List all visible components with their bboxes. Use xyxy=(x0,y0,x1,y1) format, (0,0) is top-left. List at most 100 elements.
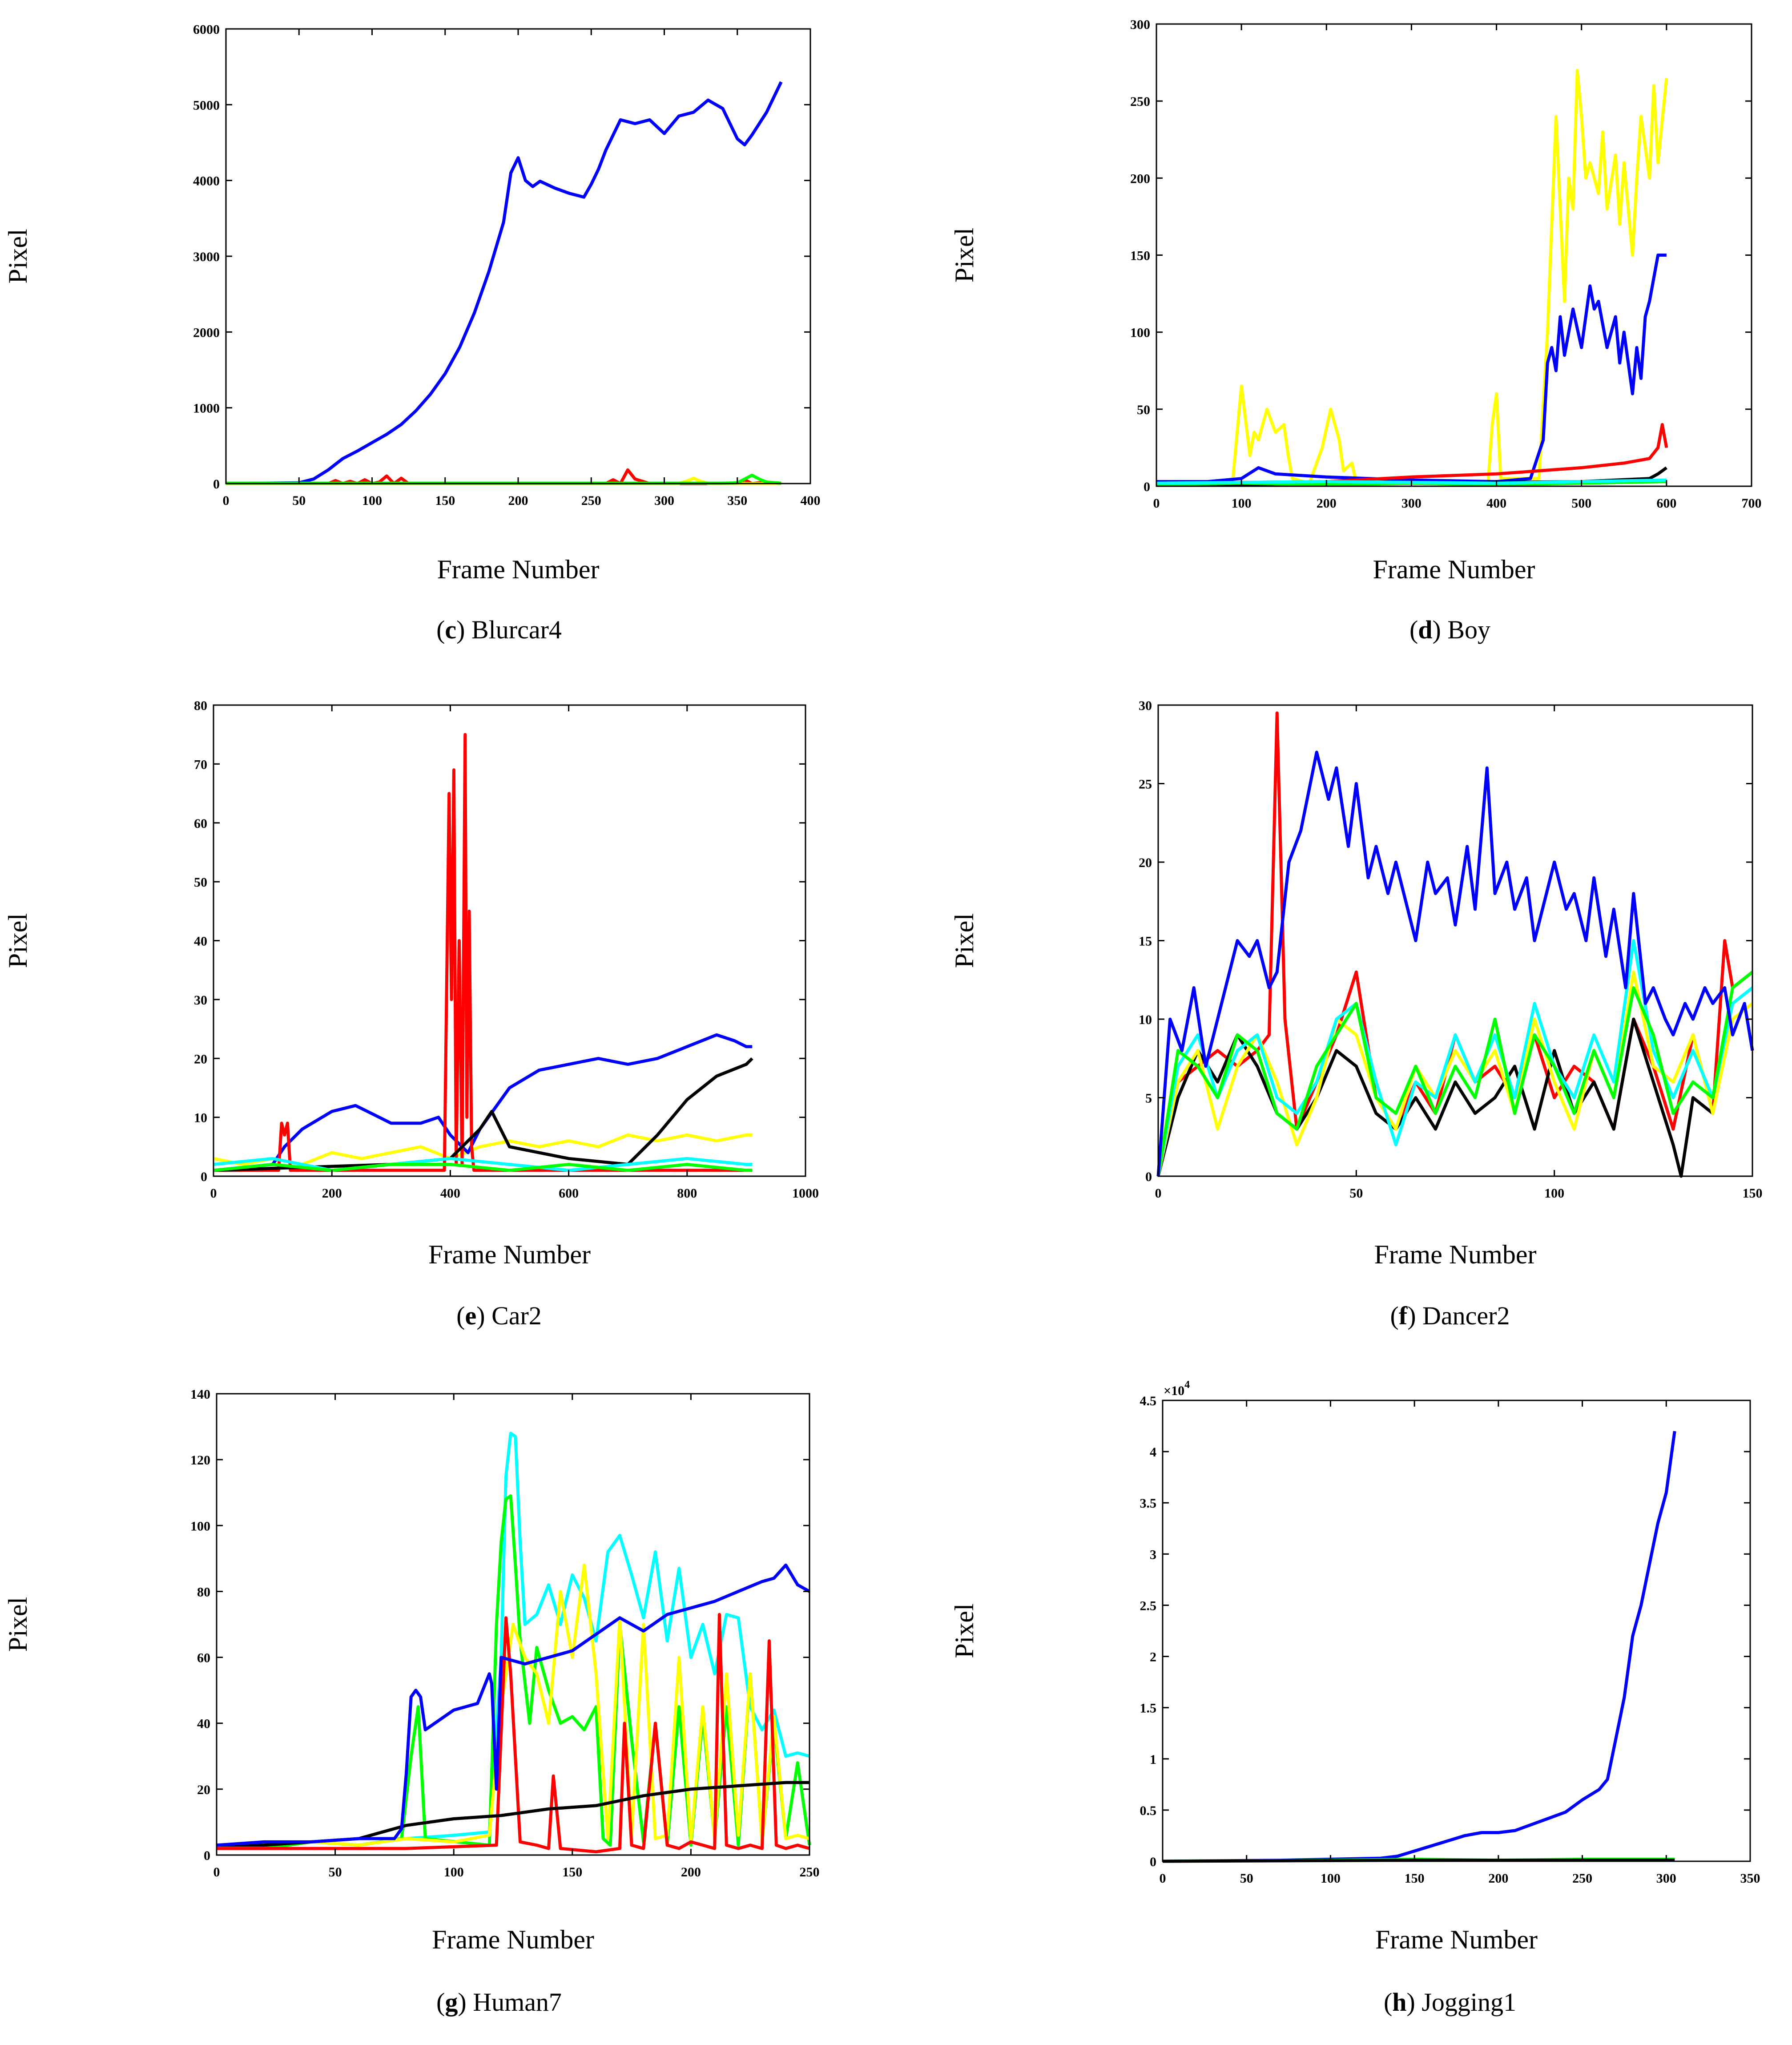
series-line-2 xyxy=(213,1033,753,1172)
x-tick-label: 150 xyxy=(1743,1186,1763,1201)
x-axis-label: Frame Number xyxy=(432,1925,594,1954)
y-tick-label: 300 xyxy=(1130,17,1150,32)
y-tick-label: 2.5 xyxy=(1140,1598,1157,1613)
y-tick-label: 1.5 xyxy=(1140,1701,1157,1716)
y-tick-label: 150 xyxy=(1130,249,1150,263)
caption-letter: d xyxy=(1418,615,1432,644)
x-tick-label: 400 xyxy=(440,1186,460,1201)
y-tick-label: 0 xyxy=(201,1170,207,1184)
series-line-2 xyxy=(1156,254,1667,484)
y-tick-label: 0 xyxy=(1150,1855,1156,1869)
chart-panel-c: 0 50 100 150 200 250 300 350 4000100020003000400… xyxy=(3,22,821,644)
caption-letter: f xyxy=(1399,1301,1408,1330)
caption-name: ) Human7 xyxy=(458,1988,562,2017)
y-tick-label: 1000 xyxy=(193,401,220,416)
x-tick-label: 50 xyxy=(292,493,306,508)
y-tick-label: 4000 xyxy=(193,174,220,189)
y-tick-label: 0 xyxy=(1144,480,1150,494)
y-tick-label: 50 xyxy=(194,875,207,890)
x-tick-label: 50 xyxy=(1240,1871,1253,1886)
y-exponent-label: ×104 xyxy=(1164,1379,1190,1398)
x-tick-label: 350 xyxy=(727,493,747,508)
caption-name: ) Dancer2 xyxy=(1407,1301,1510,1330)
series-line-1 xyxy=(213,1133,753,1166)
y-tick-label: 100 xyxy=(1130,326,1150,340)
series-line-3 xyxy=(213,733,753,1172)
series-line-1 xyxy=(1156,69,1668,485)
caption-paren-open: ( xyxy=(1409,615,1418,644)
y-tick-label: 80 xyxy=(197,1585,210,1599)
series-line-3 xyxy=(1156,423,1668,485)
series-line-6 xyxy=(216,1563,810,1847)
x-tick-label: 0 xyxy=(210,1186,217,1201)
y-tick-label: 2 xyxy=(1150,1650,1156,1665)
subfigure-caption: (d) Boy xyxy=(1409,615,1490,644)
x-tick-label: 600 xyxy=(1656,496,1676,511)
caption-paren-open: ( xyxy=(436,615,445,644)
x-axis-label: Frame Number xyxy=(1374,1240,1537,1269)
series-line-4 xyxy=(217,1613,810,1854)
y-tick-label: 250 xyxy=(1130,94,1150,109)
y-axis-label: Pixel xyxy=(3,229,32,283)
x-tick-label: 200 xyxy=(1488,1871,1508,1886)
y-tick-label: 10 xyxy=(1139,1012,1152,1027)
caption-name: ) Car2 xyxy=(476,1301,542,1330)
series-line-6 xyxy=(213,1163,753,1172)
chart-panel-f: 0 50 100 150 0 5 10 15 20 25 30 Frame Number Pixel (f… xyxy=(950,698,1763,1330)
subfigure-caption: (c) Blurcar4 xyxy=(436,615,562,644)
chart-panel-h: 0 50 100 150 200 250 300 350 0 0.5 1 1.5 2 2.5 3 3.5 4 4.… xyxy=(950,1379,1760,2017)
x-tick-label: 0 xyxy=(223,493,230,508)
x-tick-label: 600 xyxy=(559,1186,579,1201)
series-line-3 xyxy=(216,1563,810,1850)
y-tick-label: 0 xyxy=(204,1848,210,1863)
series-line-1 xyxy=(226,81,783,485)
y-tick-label: 60 xyxy=(194,816,207,831)
y-tick-label: 70 xyxy=(194,757,207,772)
plot-area xyxy=(225,28,811,484)
subfigure-caption: (f) Dancer2 xyxy=(1390,1301,1510,1330)
series-line-6 xyxy=(1156,750,1754,1177)
x-tick-label: 300 xyxy=(654,493,674,508)
y-axis-label: Pixel xyxy=(3,1597,32,1652)
y-tick-label: 200 xyxy=(1130,171,1150,186)
x-tick-label: 50 xyxy=(329,1865,342,1880)
caption-name: ) Blurcar4 xyxy=(456,615,562,644)
y-tick-label: 6000 xyxy=(193,22,220,37)
x-axis-label: Frame Number xyxy=(437,555,600,584)
y-tick-label: 50 xyxy=(1137,403,1150,417)
x-tick-label: 100 xyxy=(1232,496,1252,511)
x-tick-label: 0 xyxy=(1155,1186,1162,1201)
x-tick-label: 100 xyxy=(444,1865,464,1880)
y-tick-label: 120 xyxy=(190,1453,210,1468)
series-line-1 xyxy=(1162,1431,1676,1863)
caption-name: ) Jogging1 xyxy=(1407,1988,1517,2017)
x-tick-label: 100 xyxy=(1544,1186,1564,1201)
caption-name: ) Boy xyxy=(1433,615,1491,644)
x-tick-label: 100 xyxy=(1321,1871,1341,1886)
caption-paren-open: ( xyxy=(456,1301,465,1330)
y-tick-label: 2000 xyxy=(193,325,220,340)
x-tick-label: 0 xyxy=(1153,496,1160,511)
plot-area xyxy=(213,704,806,1177)
x-tick-label: 150 xyxy=(562,1865,582,1880)
x-tick-label: 800 xyxy=(677,1186,697,1201)
x-tick-label: 300 xyxy=(1656,1871,1676,1886)
y-tick-label: 60 xyxy=(197,1651,210,1666)
caption-letter: c xyxy=(445,615,456,644)
y-tick-label: 140 xyxy=(190,1387,210,1402)
x-tick-label: 400 xyxy=(1486,496,1506,511)
series-line-2 xyxy=(1156,1017,1714,1178)
y-tick-label: 100 xyxy=(190,1519,210,1533)
chart-panel-g: 0 50 100 150 200 250 0 20 40 60 80 100 120 140 Frame N… xyxy=(3,1387,820,2017)
y-tick-label: 30 xyxy=(194,993,207,1008)
caption-letter: e xyxy=(465,1301,477,1330)
y-axis-label: Pixel xyxy=(950,1603,979,1658)
y-tick-label: 40 xyxy=(194,934,207,949)
plot-frame xyxy=(216,1393,810,1856)
x-tick-label: 0 xyxy=(213,1865,220,1880)
caption-paren-open: ( xyxy=(1384,1988,1392,2017)
y-axis-label: Pixel xyxy=(950,228,979,282)
x-tick-label: 400 xyxy=(801,493,821,508)
y-tick-label: 0 xyxy=(1145,1170,1152,1184)
